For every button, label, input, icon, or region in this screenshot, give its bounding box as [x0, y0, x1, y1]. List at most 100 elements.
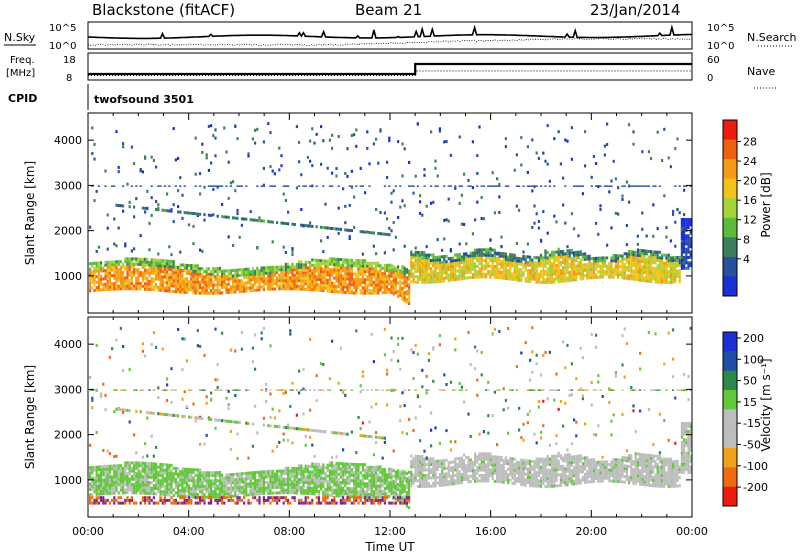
scatter-cell — [403, 244, 406, 248]
echo-cell — [168, 493, 171, 497]
echo-cell — [339, 467, 342, 471]
echo-cell — [614, 267, 617, 271]
echo-cell — [313, 476, 316, 480]
echo-cell — [573, 267, 576, 271]
echo-cell — [166, 281, 169, 285]
scatter-cell — [287, 438, 290, 442]
echo-cell — [405, 281, 408, 285]
echo-cell — [282, 469, 285, 473]
scatter-cell — [672, 209, 675, 213]
echo-cell — [685, 234, 688, 238]
echo-cell — [335, 464, 338, 468]
echo-cell — [163, 493, 166, 497]
echo-cell — [216, 492, 219, 496]
echo-cell — [326, 289, 329, 293]
scatter-cell — [159, 185, 162, 187]
echo-cell — [117, 491, 120, 495]
scatter-cell — [438, 127, 441, 131]
echo-cell — [346, 269, 349, 273]
echo-cell — [553, 258, 556, 262]
scatter-cell — [504, 145, 507, 149]
echo-cell — [394, 282, 397, 286]
scatter-cell — [304, 443, 307, 447]
echo-cell — [623, 273, 626, 277]
echo-cell — [361, 280, 364, 284]
scatter-cell — [113, 242, 116, 246]
echo-cell — [126, 496, 129, 500]
echo-cell — [287, 268, 290, 272]
echo-cell — [645, 271, 648, 275]
echo-cell — [432, 261, 435, 265]
arc-cell — [291, 426, 294, 430]
echo-cell — [333, 488, 336, 492]
echo-cell — [271, 483, 274, 487]
echo-cell — [403, 269, 406, 273]
echo-cell — [146, 496, 149, 500]
echo-cell — [665, 261, 668, 265]
echo-cell — [533, 277, 536, 281]
echo-cell — [335, 257, 338, 261]
echo-cell — [207, 283, 210, 287]
scatter-cell — [210, 124, 213, 128]
scatter-cell — [320, 389, 323, 391]
echo-cell — [181, 470, 184, 474]
echo-cell — [150, 473, 153, 477]
echo-cell — [339, 271, 342, 275]
echo-cell — [383, 285, 386, 289]
colorbar-segment — [723, 276, 737, 297]
echo-cell — [106, 287, 109, 291]
echo-cell — [425, 280, 428, 284]
scatter-cell — [214, 154, 217, 158]
echo-cell — [168, 482, 171, 486]
echo-cell — [174, 284, 177, 288]
echo-cell — [573, 278, 576, 282]
echo-cell — [102, 501, 105, 505]
echo-cell — [157, 473, 160, 477]
scatter-cell — [458, 242, 461, 246]
echo-cell — [205, 490, 208, 494]
echo-cell — [155, 470, 158, 474]
echo-cell — [553, 277, 556, 281]
echo-cell — [361, 286, 364, 290]
echo-cell — [128, 501, 131, 505]
echo-cell — [507, 274, 510, 278]
echo-cell — [137, 485, 140, 489]
echo-cell — [392, 292, 395, 296]
echo-cell — [383, 291, 386, 295]
echo-cell — [146, 480, 149, 484]
echo-cell — [339, 486, 342, 490]
echo-cell — [504, 277, 507, 280]
echo-cell — [124, 284, 127, 288]
echo-cell — [97, 269, 100, 273]
echo-cell — [339, 285, 342, 289]
echo-cell — [680, 220, 683, 224]
echo-cell — [504, 263, 507, 267]
echo-cell — [342, 285, 345, 289]
echo-cell — [97, 496, 100, 500]
echo-cell — [179, 266, 182, 270]
echo-cell — [348, 258, 351, 262]
echo-cell — [199, 487, 202, 491]
echo-cell — [146, 257, 149, 261]
echo-cell — [315, 269, 318, 273]
echo-cell — [141, 257, 144, 261]
scatter-cell — [278, 440, 281, 444]
echo-cell — [647, 263, 650, 267]
echo-cell — [251, 487, 254, 491]
echo-cell — [559, 277, 562, 281]
echo-cell — [146, 268, 149, 272]
echo-cell — [166, 498, 169, 502]
echo-cell — [115, 276, 118, 280]
scatter-cell — [645, 185, 648, 187]
echo-cell — [139, 287, 142, 291]
echo-cell — [423, 275, 426, 279]
echo-cell — [339, 473, 342, 476]
echo-cell — [95, 487, 98, 491]
echo-cell — [214, 275, 217, 279]
echo-cell — [434, 269, 437, 273]
echo-cell — [568, 276, 571, 280]
echo-cell — [575, 269, 578, 273]
echo-cell — [291, 265, 294, 269]
echo-cell — [456, 258, 459, 262]
echo-cell — [445, 268, 448, 272]
